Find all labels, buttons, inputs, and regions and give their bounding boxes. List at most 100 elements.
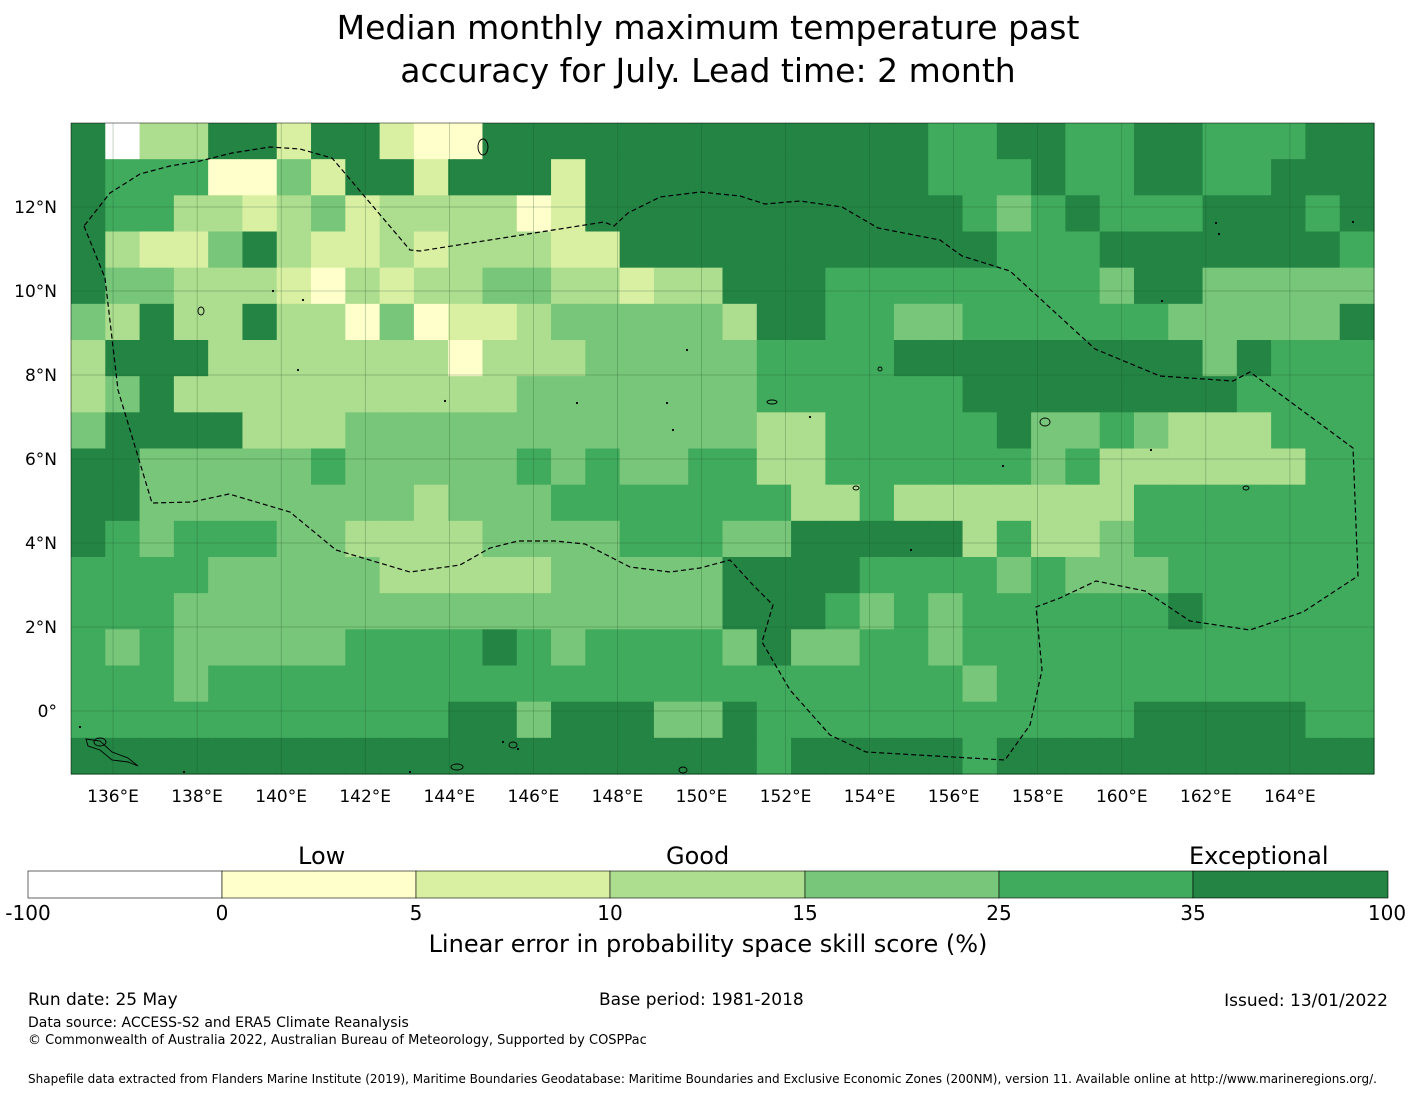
skill-cell <box>276 340 312 377</box>
skill-cell <box>551 303 586 341</box>
skill-cell <box>345 303 381 341</box>
skill-cell <box>1133 376 1169 413</box>
skill-cell <box>859 376 895 413</box>
skill-cell <box>825 195 861 233</box>
skill-cell <box>516 231 552 269</box>
skill-cell <box>105 701 141 739</box>
skill-cell <box>585 665 621 703</box>
skill-cell <box>893 376 929 413</box>
skill-cell <box>379 376 415 413</box>
islet-dot <box>182 770 186 774</box>
skill-cell <box>859 701 895 739</box>
skill-cell <box>379 701 415 739</box>
skill-cell <box>551 412 586 450</box>
skill-cell <box>996 629 1032 667</box>
skill-cell <box>1133 593 1169 630</box>
skill-cell <box>311 376 346 413</box>
island-outline <box>93 737 107 747</box>
island-outline <box>852 485 860 491</box>
skill-cell <box>139 665 175 703</box>
islet-dot <box>1149 448 1153 452</box>
skill-cell <box>1305 737 1341 775</box>
skill-cell <box>1202 303 1238 341</box>
skill-cell <box>688 701 724 739</box>
skill-cell <box>619 231 655 269</box>
skill-cell <box>653 159 689 196</box>
skill-cell <box>1065 123 1101 160</box>
skill-cell <box>311 484 346 522</box>
skill-cell <box>1236 484 1272 522</box>
skill-cell <box>585 701 621 739</box>
skill-cell <box>791 701 826 739</box>
islet-dot <box>443 399 447 403</box>
skill-cell <box>1133 412 1169 450</box>
skill-cell <box>1133 557 1169 594</box>
eez-boundary-line <box>83 146 1359 761</box>
skill-cell <box>1236 195 1272 233</box>
skill-cell <box>653 629 689 667</box>
skill-cell <box>71 267 106 305</box>
skill-cell <box>345 593 381 630</box>
skill-cell <box>516 448 552 486</box>
skill-cell <box>619 557 655 594</box>
skill-cell <box>208 412 244 450</box>
skill-cell <box>619 484 655 522</box>
skill-cell <box>1339 340 1375 377</box>
skill-cell <box>71 159 106 196</box>
island-outline <box>1039 417 1051 427</box>
latitude-tick-label: 4°N <box>25 534 57 554</box>
skill-cell <box>105 159 141 196</box>
skill-cell <box>482 701 518 739</box>
skill-cell <box>1099 665 1135 703</box>
skill-cell <box>311 159 346 196</box>
skill-cell <box>482 665 518 703</box>
skill-cell <box>139 231 175 269</box>
skill-cell <box>105 557 141 594</box>
skill-cell <box>722 340 758 377</box>
base-period: Base period: 1981-2018 <box>599 990 804 1010</box>
skill-cell <box>242 665 278 703</box>
skill-cell <box>791 340 826 377</box>
longitude-tick-label: 140°E <box>255 787 307 807</box>
skill-cell <box>311 448 346 486</box>
skill-cell <box>1065 593 1101 630</box>
skill-cell <box>996 303 1032 341</box>
skill-cell <box>516 303 552 341</box>
skill-cell <box>379 520 415 558</box>
skill-cell <box>1168 737 1204 775</box>
skill-cell <box>1031 484 1066 522</box>
skill-cell <box>242 303 278 341</box>
skill-cell <box>653 267 689 305</box>
skill-cell <box>242 593 278 630</box>
skill-cell <box>345 629 381 667</box>
skill-cell <box>448 159 484 196</box>
skill-cell <box>688 267 724 305</box>
skill-cell <box>585 737 621 775</box>
longitude-tick-label: 152°E <box>760 787 812 807</box>
skill-cell <box>139 303 175 341</box>
skill-cell <box>688 195 724 233</box>
colorbar-segment <box>415 870 611 899</box>
skill-cell <box>928 123 964 160</box>
skill-cell <box>1065 701 1101 739</box>
skill-cell <box>825 557 861 594</box>
skill-cell <box>1271 448 1307 486</box>
skill-cell <box>962 557 998 594</box>
skill-cell <box>756 123 792 160</box>
skill-cell <box>791 231 826 269</box>
skill-cell <box>1099 376 1135 413</box>
skill-cell <box>688 593 724 630</box>
skill-cell <box>1236 340 1272 377</box>
skill-cell <box>139 123 175 160</box>
skill-cell <box>345 340 381 377</box>
skill-cell <box>311 340 346 377</box>
islet-dot <box>808 415 812 419</box>
skill-cell <box>1236 557 1272 594</box>
skill-cell <box>825 520 861 558</box>
skill-cell <box>1099 195 1135 233</box>
skill-cell <box>1168 665 1204 703</box>
skill-cell <box>688 159 724 196</box>
skill-cell <box>585 448 621 486</box>
skill-cell <box>619 123 655 160</box>
skill-cell <box>276 195 312 233</box>
